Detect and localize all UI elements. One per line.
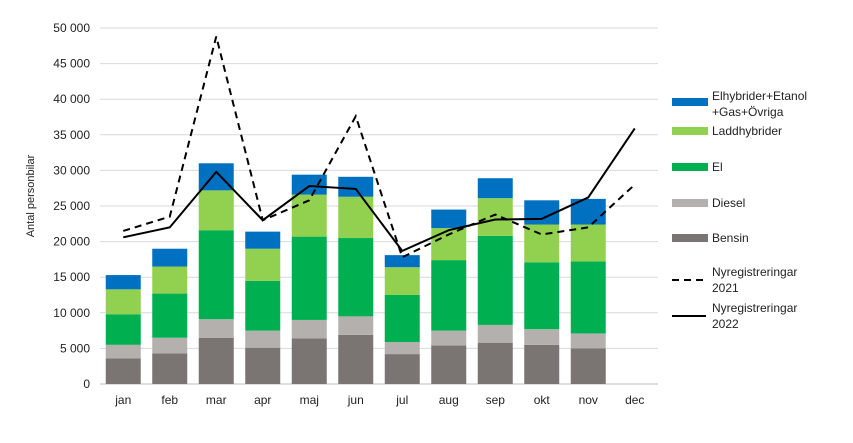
bar-segment (431, 228, 467, 261)
legend-swatch (672, 127, 708, 135)
y-tick-label: 30 000 (53, 163, 90, 177)
y-tick-label: 15 000 (53, 270, 90, 284)
bar-segment (477, 324, 513, 343)
legend-label: Nyregistreringar 2021 (712, 265, 797, 295)
legend-label: El (712, 160, 723, 174)
bar-segment (524, 329, 560, 345)
bar-segment (431, 345, 467, 384)
bar-segment (245, 231, 281, 249)
bar-segment (152, 248, 188, 267)
bar-segment (477, 342, 513, 384)
y-tick-label: 50 000 (53, 21, 90, 35)
bar-segment (291, 174, 327, 195)
legend: Elhybrider+Etanol +Gas+Övriga Laddhybrider… (672, 89, 807, 331)
bar-segment (338, 334, 374, 384)
bar-segment (524, 344, 560, 384)
bar-segment (524, 224, 560, 263)
x-tick-label: feb (161, 393, 178, 407)
bar-segment (570, 348, 606, 384)
bar-segment (291, 236, 327, 320)
bar-segment (477, 235, 513, 325)
x-tick-label: aug (439, 393, 459, 407)
stacked-bars (105, 163, 606, 384)
bar-segment (338, 316, 374, 335)
bar-segment (524, 262, 560, 330)
x-tick-label: okt (534, 393, 551, 407)
bar-segment (431, 260, 467, 331)
y-tick-label: 35 000 (53, 128, 90, 142)
bar-segment (431, 330, 467, 346)
bar-segment (291, 338, 327, 384)
bar-segment (384, 341, 420, 355)
bar-segment (338, 176, 374, 197)
bar-segment (338, 196, 374, 239)
bar-segment (338, 238, 374, 317)
x-tick-label: maj (300, 393, 319, 407)
bar-segment (105, 314, 141, 345)
legend-label: Bensin (712, 231, 749, 245)
bar-segment (152, 266, 188, 294)
bar-segment (384, 255, 420, 268)
bar-segment (384, 295, 420, 342)
line-series (122, 36, 636, 259)
x-tick-label: jul (395, 393, 408, 407)
x-tick-label: jan (114, 393, 131, 407)
bar-segment (291, 319, 327, 339)
legend-swatch (672, 98, 708, 106)
bar-segment (570, 224, 606, 262)
legend-swatch (672, 163, 708, 171)
x-tick-label: nov (579, 393, 598, 407)
bar-segment (105, 275, 141, 290)
bar-segment (245, 330, 281, 348)
bar-segment (384, 267, 420, 295)
bar-segment (198, 190, 234, 231)
legend-label: Nyregistreringar 2022 (712, 301, 797, 331)
x-axis: jan feb mar apr maj jun jul aug sep okt nov dec (114, 393, 644, 407)
legend-swatch (672, 234, 708, 242)
y-axis: 0 5 000 10 000 15 000 20 000 25 000 30 000 35 0… (53, 21, 90, 391)
bar-segment (152, 353, 188, 384)
bar-segment (245, 347, 281, 384)
bar-segment (384, 354, 420, 384)
line-series-path (122, 36, 636, 259)
x-tick-label: apr (254, 393, 271, 407)
y-tick-label: 0 (83, 377, 90, 391)
x-tick-label: dec (625, 393, 644, 407)
y-tick-label: 5 000 (60, 341, 90, 355)
bar-segment (198, 230, 234, 320)
x-tick-label: jun (347, 393, 364, 407)
bar-segment (198, 319, 234, 338)
y-tick-label: 10 000 (53, 306, 90, 320)
legend-label: Laddhybrider (712, 124, 782, 138)
line-series-path (123, 127, 636, 253)
bar-segment (198, 337, 234, 384)
bar-segment (570, 261, 606, 334)
gridlines (100, 27, 658, 385)
y-tick-label: 20 000 (53, 235, 90, 249)
bar-segment (477, 198, 513, 236)
bar-segment (105, 289, 141, 315)
y-tick-label: 45 000 (53, 57, 90, 71)
bar-segment (291, 194, 327, 237)
x-tick-label: mar (206, 393, 227, 407)
legend-swatch (672, 199, 708, 207)
legend-label: Elhybrider+Etanol +Gas+Övriga (712, 89, 807, 119)
bar-segment (105, 344, 141, 359)
y-axis-label: Antal personbilar (25, 154, 37, 237)
y-tick-label: 40 000 (53, 92, 90, 106)
bar-segment (105, 358, 141, 384)
bar-segment (477, 178, 513, 199)
bar-segment (152, 293, 188, 338)
x-tick-label: sep (486, 393, 506, 407)
legend-label: Diesel (712, 196, 745, 210)
bar-segment (245, 280, 281, 331)
bar-segment (152, 337, 188, 354)
bar-segment (245, 248, 281, 281)
y-tick-label: 25 000 (53, 199, 90, 213)
bar-segment (431, 209, 467, 229)
bar-segment (570, 333, 606, 349)
